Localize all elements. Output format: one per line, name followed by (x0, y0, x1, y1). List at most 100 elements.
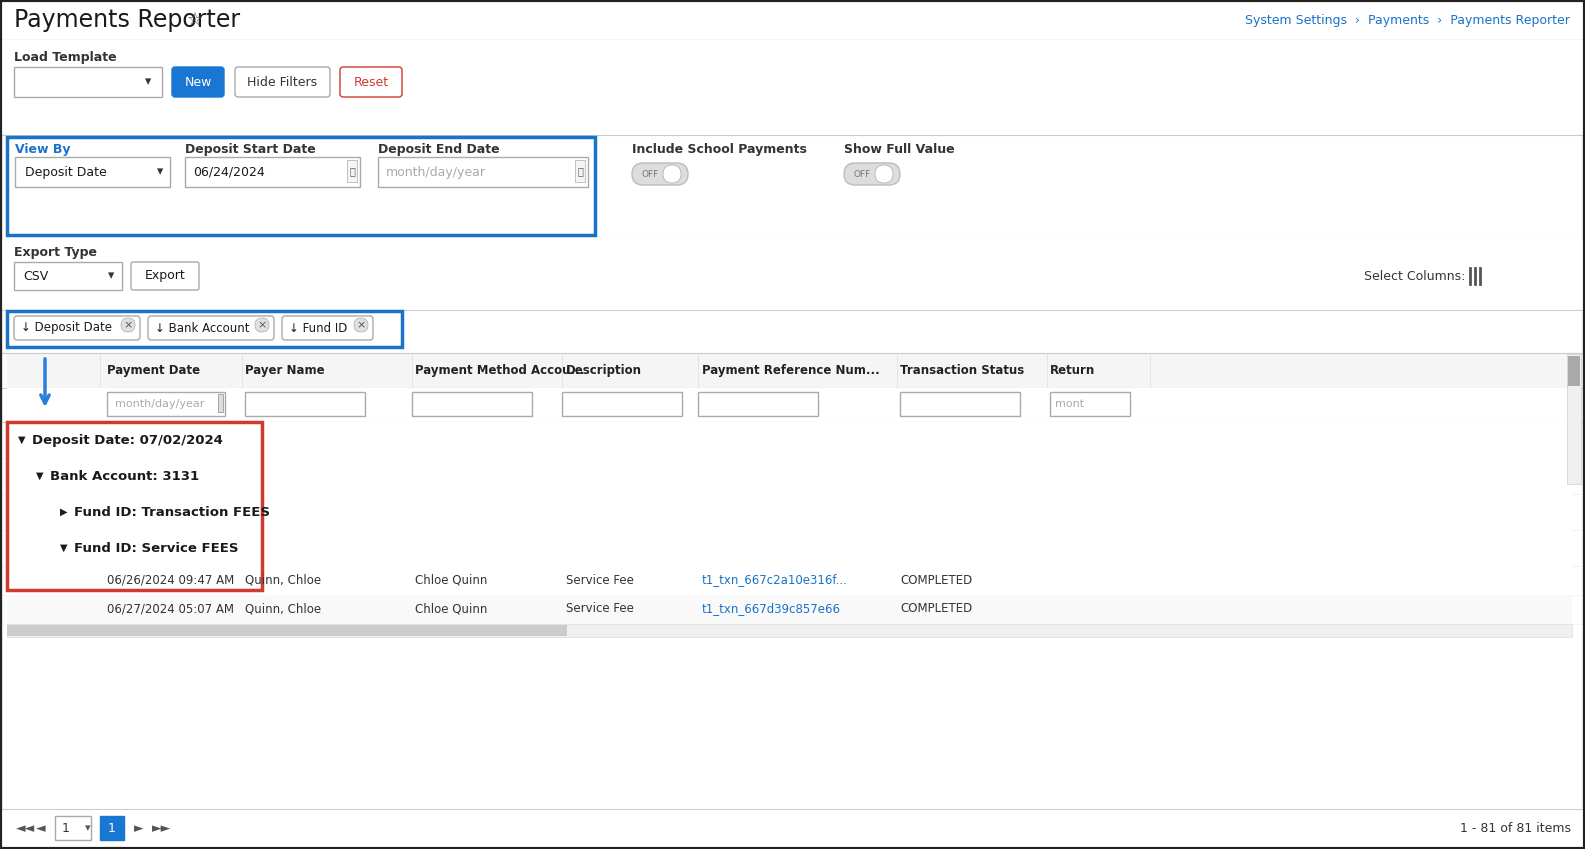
Text: COMPLETED: COMPLETED (900, 603, 972, 616)
Text: ▾: ▾ (144, 76, 151, 88)
Bar (108, 392, 225, 416)
Text: Description: Description (566, 364, 642, 377)
Text: Service Fee: Service Fee (566, 603, 634, 616)
Text: 06/24/2024: 06/24/2024 (193, 166, 265, 178)
Bar (575, 160, 585, 182)
Text: ×: × (357, 320, 366, 330)
Text: New: New (184, 76, 212, 88)
FancyBboxPatch shape (632, 163, 688, 185)
Text: Hide Filters: Hide Filters (247, 76, 317, 88)
FancyBboxPatch shape (255, 318, 269, 332)
Text: Deposit Date: Deposit Date (25, 166, 106, 178)
Text: Chloe Quinn: Chloe Quinn (415, 574, 487, 587)
Bar (6, 625, 567, 636)
Text: Payment Date: Payment Date (108, 364, 200, 377)
Text: mont: mont (1056, 399, 1084, 409)
Text: Payment Method Accou...: Payment Method Accou... (415, 364, 585, 377)
Text: CSV: CSV (24, 269, 48, 283)
Text: ▾: ▾ (86, 823, 90, 833)
Bar (14, 157, 170, 187)
Text: Chloe Quinn: Chloe Quinn (415, 603, 487, 616)
Bar (14, 262, 122, 290)
Bar (6, 422, 262, 590)
Text: t1_txn_667c2a10e316f...: t1_txn_667c2a10e316f... (702, 574, 848, 587)
Text: month/day/year: month/day/year (116, 399, 204, 409)
Bar (563, 392, 682, 416)
Bar (6, 353, 1572, 388)
Text: Payment Reference Num...: Payment Reference Num... (702, 364, 880, 377)
Bar (900, 392, 1021, 416)
Text: ▾: ▾ (108, 269, 114, 283)
Text: month/day/year: month/day/year (387, 166, 487, 178)
Bar (1568, 356, 1580, 386)
Text: ▾: ▾ (157, 166, 163, 178)
Text: Service Fee: Service Fee (566, 574, 634, 587)
Bar (0, 0, 1585, 40)
Bar (6, 566, 1572, 595)
Bar (6, 311, 403, 347)
Text: 06/26/2024 09:47 AM: 06/26/2024 09:47 AM (108, 574, 235, 587)
Text: Return: Return (1049, 364, 1095, 377)
Text: 1 - 81 of 81 items: 1 - 81 of 81 items (1460, 823, 1571, 835)
Bar (219, 394, 223, 412)
FancyBboxPatch shape (341, 67, 403, 97)
Bar (246, 392, 365, 416)
Text: ▼: ▼ (17, 435, 25, 445)
Bar (1568, 354, 1580, 484)
Bar (6, 388, 1572, 422)
Bar (697, 392, 818, 416)
Bar (6, 458, 1572, 494)
Text: ×: × (257, 320, 266, 330)
Text: 06/27/2024 05:07 AM: 06/27/2024 05:07 AM (108, 603, 235, 616)
Bar (100, 816, 124, 840)
Bar (377, 157, 588, 187)
FancyBboxPatch shape (235, 67, 330, 97)
FancyBboxPatch shape (147, 316, 274, 340)
Text: 1: 1 (108, 822, 116, 835)
Text: Export: Export (144, 269, 185, 283)
Text: OFF: OFF (853, 170, 870, 178)
Bar (412, 392, 533, 416)
Text: Reset: Reset (353, 76, 388, 88)
Bar (6, 595, 1572, 624)
Text: Fund ID: Transaction FEES: Fund ID: Transaction FEES (74, 505, 269, 519)
FancyBboxPatch shape (282, 316, 372, 340)
Bar (14, 67, 162, 97)
Text: Payer Name: Payer Name (246, 364, 325, 377)
Text: Export Type: Export Type (14, 245, 97, 258)
Text: OFF: OFF (640, 170, 658, 178)
Text: Quinn, Chloe: Quinn, Chloe (246, 603, 322, 616)
Text: Deposit End Date: Deposit End Date (377, 143, 499, 155)
Text: 1: 1 (62, 822, 70, 835)
Text: ⧉: ⧉ (577, 166, 583, 176)
FancyBboxPatch shape (353, 318, 368, 332)
Text: View By: View By (14, 143, 70, 155)
Text: ▼: ▼ (60, 543, 68, 553)
Text: Bank Account: 3131: Bank Account: 3131 (51, 469, 200, 482)
Text: t1_txn_667d39c857e66: t1_txn_667d39c857e66 (702, 603, 842, 616)
Text: ↓ Bank Account: ↓ Bank Account (155, 322, 249, 335)
Text: ×: × (124, 320, 133, 330)
Text: Transaction Status: Transaction Status (900, 364, 1024, 377)
Bar (6, 137, 594, 235)
Text: ▶: ▶ (60, 507, 68, 517)
Text: Deposit Start Date: Deposit Start Date (185, 143, 315, 155)
Text: ◄◄: ◄◄ (16, 823, 35, 835)
Bar (6, 422, 1572, 458)
Text: Quinn, Chloe: Quinn, Chloe (246, 574, 322, 587)
FancyBboxPatch shape (132, 262, 200, 290)
FancyBboxPatch shape (120, 318, 135, 332)
Text: ▼: ▼ (36, 471, 43, 481)
Text: Deposit Date: 07/02/2024: Deposit Date: 07/02/2024 (32, 434, 223, 447)
Bar (0, 809, 1585, 849)
Text: System Settings  ›  Payments  ›  Payments Reporter: System Settings › Payments › Payments Re… (1246, 14, 1571, 26)
FancyBboxPatch shape (14, 316, 139, 340)
Text: ◄: ◄ (36, 823, 46, 835)
Text: Payments Reporter: Payments Reporter (14, 8, 239, 32)
Text: ↓ Deposit Date: ↓ Deposit Date (21, 322, 113, 335)
FancyBboxPatch shape (173, 67, 223, 97)
Text: Fund ID: Service FEES: Fund ID: Service FEES (74, 542, 238, 554)
Text: ►►: ►► (152, 823, 171, 835)
Text: ☆: ☆ (187, 11, 203, 29)
Bar (1049, 392, 1130, 416)
